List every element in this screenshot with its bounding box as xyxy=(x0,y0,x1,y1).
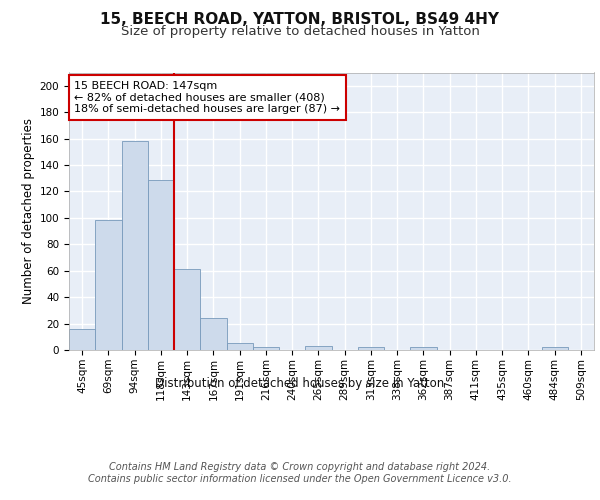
Bar xyxy=(253,348,279,350)
Bar xyxy=(69,329,95,350)
Y-axis label: Number of detached properties: Number of detached properties xyxy=(22,118,35,304)
Bar xyxy=(542,348,568,350)
Bar xyxy=(95,220,121,350)
Bar xyxy=(200,318,227,350)
Bar xyxy=(121,141,148,350)
Bar xyxy=(174,270,200,350)
Text: 15 BEECH ROAD: 147sqm
← 82% of detached houses are smaller (408)
18% of semi-det: 15 BEECH ROAD: 147sqm ← 82% of detached … xyxy=(74,81,340,114)
Text: Contains HM Land Registry data © Crown copyright and database right 2024.
Contai: Contains HM Land Registry data © Crown c… xyxy=(88,462,512,484)
Text: Size of property relative to detached houses in Yatton: Size of property relative to detached ho… xyxy=(121,25,479,38)
Bar xyxy=(410,348,437,350)
Bar xyxy=(227,344,253,350)
Bar xyxy=(305,346,331,350)
Bar xyxy=(358,348,384,350)
Bar xyxy=(148,180,174,350)
Text: 15, BEECH ROAD, YATTON, BRISTOL, BS49 4HY: 15, BEECH ROAD, YATTON, BRISTOL, BS49 4H… xyxy=(101,12,499,28)
Text: Distribution of detached houses by size in Yatton: Distribution of detached houses by size … xyxy=(155,378,445,390)
